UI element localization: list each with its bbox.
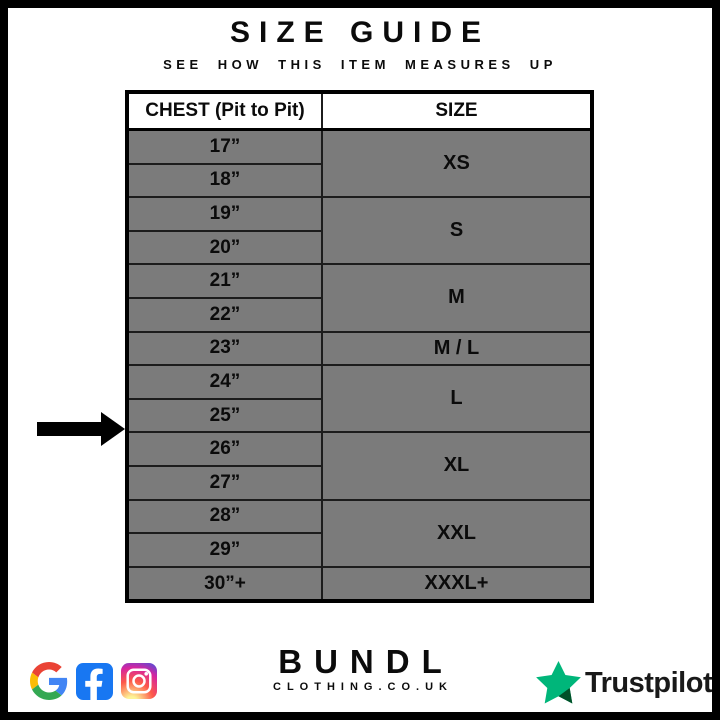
trustpilot-label: Trustpilot xyxy=(585,667,713,699)
table-row: 28” XXL xyxy=(126,498,593,568)
size-cell-highlighted: L xyxy=(321,364,593,434)
size-cell: XS xyxy=(321,128,593,199)
arrow-head xyxy=(101,412,125,446)
trustpilot-star-icon xyxy=(536,660,581,704)
table-row: 22” xyxy=(126,296,592,333)
instagram-icon[interactable] xyxy=(121,663,157,699)
highlighted-row-arrow-icon xyxy=(37,412,125,446)
social-icons xyxy=(30,662,157,700)
trustpilot-logo[interactable]: Trustpilot xyxy=(535,660,712,707)
table-row: 21” M xyxy=(126,263,593,333)
page-subtitle: SEE HOW THIS ITEM MEASURES UP xyxy=(163,57,557,72)
chest-cell: 29” xyxy=(126,532,323,568)
chest-cell: 22” xyxy=(126,296,323,333)
table-row: 20” xyxy=(126,229,592,266)
chest-cell: 21” xyxy=(126,263,323,299)
table-row-highlighted: 25” xyxy=(126,397,592,434)
size-cell: M / L xyxy=(321,330,593,367)
chest-cell: 28” xyxy=(126,498,323,535)
table-row: 29” xyxy=(126,532,592,568)
brand-domain: CLOTHING.CO.UK xyxy=(273,681,453,693)
table-row: 23” M / L xyxy=(126,330,593,367)
table-row: 27” xyxy=(126,464,592,501)
size-table-header-row: CHEST (Pit to Pit) SIZE xyxy=(126,91,593,131)
size-cell: XXXL+ xyxy=(321,565,593,603)
size-table: CHEST (Pit to Pit) SIZE 17” XS 18” 19” S… xyxy=(125,90,594,604)
google-icon[interactable] xyxy=(30,662,68,700)
chest-cell: 24” xyxy=(126,364,323,400)
size-cell: XXL xyxy=(321,498,593,568)
table-row: 19” S xyxy=(126,196,593,266)
table-row: 26” XL xyxy=(126,431,593,501)
chest-cell: 23” xyxy=(126,330,323,367)
table-row: 17” XS xyxy=(126,128,593,199)
chest-column-header: CHEST (Pit to Pit) xyxy=(126,91,323,131)
table-row: 30”+ XXXL+ xyxy=(126,565,593,603)
brand-name: BUNDL xyxy=(278,643,454,680)
chest-cell-highlighted: 25” xyxy=(126,397,323,434)
chest-cell: 27” xyxy=(126,464,323,501)
facebook-icon[interactable] xyxy=(76,662,113,700)
chest-cell: 17” xyxy=(126,128,323,165)
size-column-header: SIZE xyxy=(321,91,593,131)
arrow-shaft xyxy=(37,422,102,436)
brand-logo: BUNDL CLOTHING.CO.UK xyxy=(8,645,712,694)
size-cell: S xyxy=(321,196,593,266)
size-cell: M xyxy=(321,263,593,333)
size-cell: XL xyxy=(321,431,593,501)
table-row: 18” xyxy=(126,162,592,199)
table-row: 24” L xyxy=(126,364,593,434)
chest-cell: 26” xyxy=(126,431,323,467)
chest-cell: 18” xyxy=(126,162,323,199)
chest-cell: 19” xyxy=(126,196,323,232)
page-title: SIZE GUIDE xyxy=(229,16,491,49)
chest-cell: 20” xyxy=(126,229,323,266)
chest-cell: 30”+ xyxy=(126,565,323,603)
